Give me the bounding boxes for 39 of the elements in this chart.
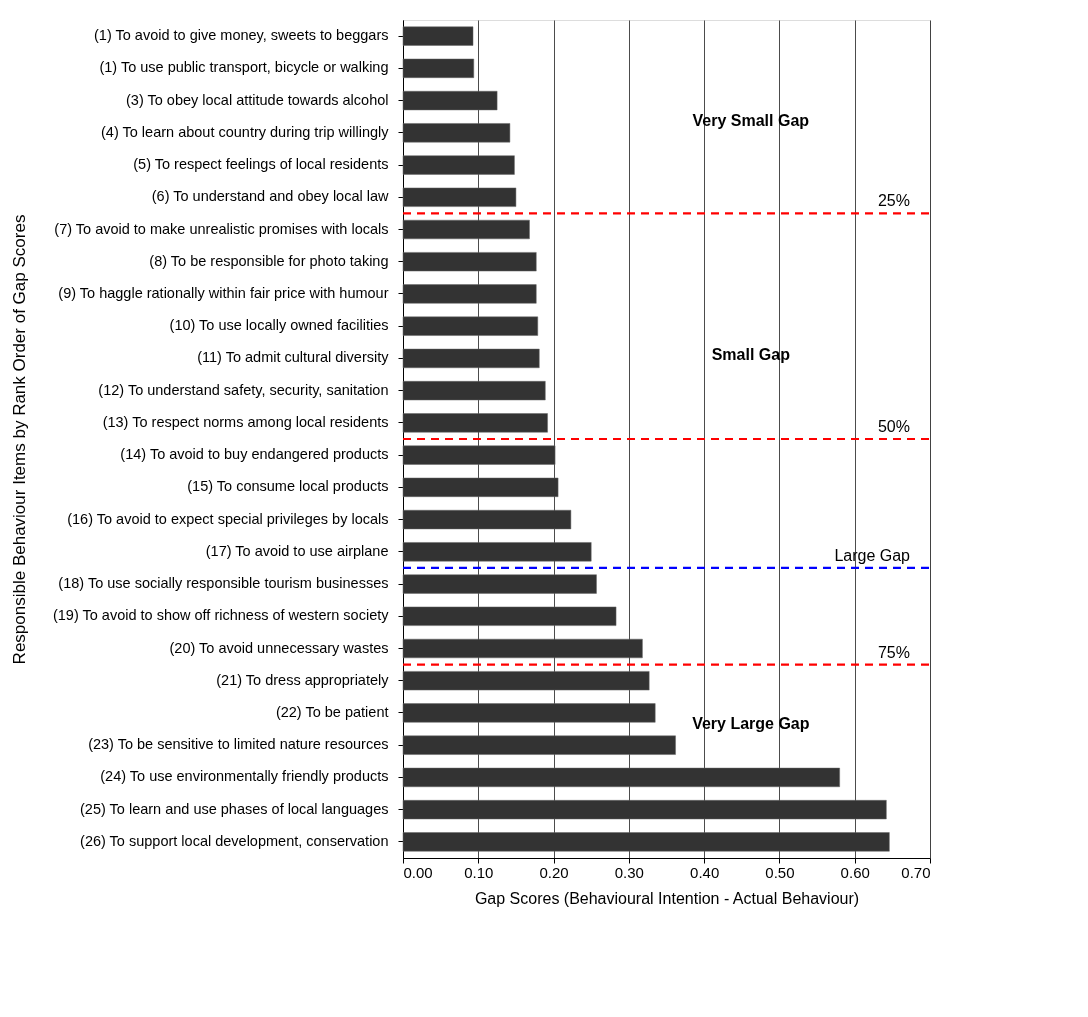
y-tick-label: (6) To understand and obey local law bbox=[151, 188, 390, 205]
y-tick-label: (13) To respect norms among local residents bbox=[102, 413, 389, 430]
x-tick-label: 0.00 bbox=[403, 863, 433, 881]
x-tick-label: 0.10 bbox=[464, 863, 494, 881]
y-tick-label: (1) To avoid to give money, sweets to beggars bbox=[94, 27, 389, 44]
ref-line-label: 25% bbox=[877, 192, 910, 210]
ref-line-label: 75% bbox=[877, 643, 910, 661]
x-axis-title: Gap Scores (Behavioural Intention - Actual Behaviour) bbox=[474, 889, 860, 907]
y-tick-label: (24) To use environmentally friendly products bbox=[100, 768, 389, 785]
y-tick-label: (8) To be responsible for photo taking bbox=[149, 252, 389, 269]
y-tick-label: (14) To avoid to buy endangered products bbox=[120, 446, 389, 463]
y-tick-label: (25) To learn and use phases of local languages bbox=[80, 800, 389, 817]
y-tick-label: (9) To haggle rationally within fair price with humour bbox=[58, 284, 389, 301]
x-tick-label: 0.30 bbox=[614, 863, 644, 881]
y-tick-label: (10) To use locally owned facilities bbox=[169, 317, 389, 334]
y-tick-label: (18) To use socially responsible tourism businesses bbox=[58, 575, 389, 592]
y-tick-label: (15) To consume local products bbox=[187, 478, 389, 495]
y-tick-label: (5) To respect feelings of local residents bbox=[133, 156, 389, 173]
y-tick-label: (21) To dress appropriately bbox=[216, 671, 390, 688]
x-tick-label: 0.70 bbox=[901, 863, 931, 881]
x-tick-label: 0.20 bbox=[539, 863, 569, 881]
x-tick-label: 0.50 bbox=[765, 863, 795, 881]
y-tick-label: (19) To avoid to show off richness of western society bbox=[52, 607, 390, 624]
y-tick-label: (4) To learn about country during trip willingly bbox=[101, 123, 390, 140]
y-tick-label: (17) To avoid to use airplane bbox=[205, 542, 389, 559]
y-axis-title: Responsible Behaviour Items by Rank Order of Gap Scores bbox=[9, 214, 29, 665]
x-tick-label: 0.60 bbox=[840, 863, 870, 881]
y-tick-label: (11) To admit cultural diversity bbox=[197, 349, 390, 366]
y-tick-label: (1) To use public transport, bicycle or walking bbox=[99, 59, 389, 76]
ref-line-label: 50% bbox=[877, 418, 910, 435]
y-tick-label: (20) To avoid unnecessary wastes bbox=[169, 639, 389, 656]
y-tick-label: (3) To obey local attitude towards alcohol bbox=[126, 91, 389, 108]
x-tick-label: 0.40 bbox=[690, 863, 720, 881]
y-tick-label: (23) To be sensitive to limited nature resources bbox=[88, 736, 389, 753]
y-tick-label: (22) To be patient bbox=[275, 703, 389, 720]
y-tick-label: (7) To avoid to make unrealistic promises with locals bbox=[54, 220, 389, 237]
y-tick-label: (12) To understand safety, security, sanitation bbox=[98, 381, 389, 398]
y-tick-label: (16) To avoid to expect special privileges by locals bbox=[67, 510, 389, 527]
y-tick-label: (26) To support local development, conservation bbox=[80, 832, 389, 849]
